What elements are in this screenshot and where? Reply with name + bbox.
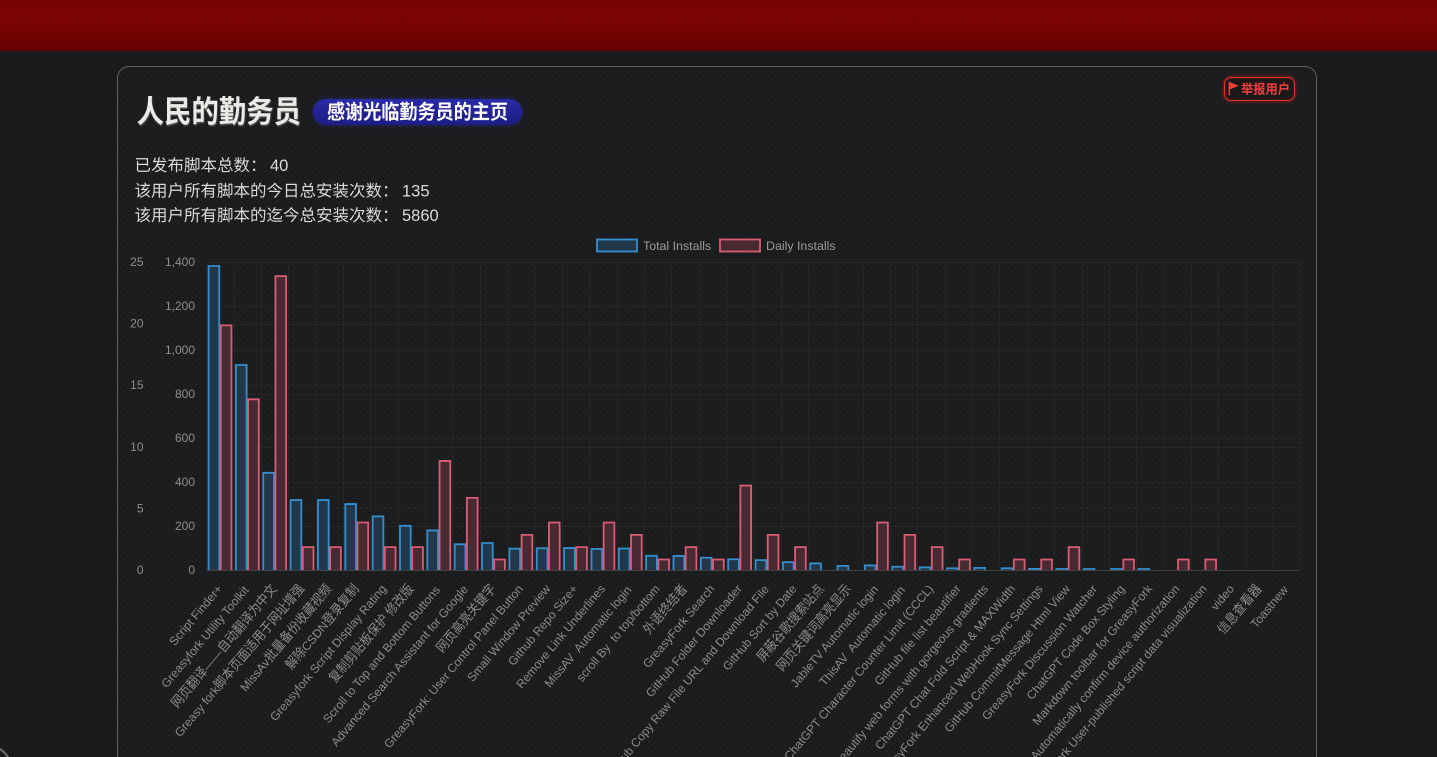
svg-text:20: 20	[130, 317, 144, 331]
svg-text:600: 600	[175, 431, 195, 445]
svg-text:25: 25	[130, 255, 144, 269]
svg-text:400: 400	[175, 475, 195, 489]
svg-text:——: ——	[200, 646, 226, 673]
svg-text:MissAv: MissAv	[237, 656, 272, 694]
svg-text:40: 40	[270, 157, 288, 175]
svg-text:5860: 5860	[402, 207, 439, 225]
svg-text:10: 10	[130, 440, 144, 454]
svg-text:15: 15	[130, 378, 144, 392]
svg-text:1,000: 1,000	[165, 343, 195, 357]
svg-text:Total Installs: Total Installs	[643, 239, 711, 253]
svg-text:Greasy fork: Greasy fork	[172, 682, 223, 739]
svg-text:5: 5	[137, 501, 144, 515]
svg-text:1,400: 1,400	[165, 255, 195, 269]
svg-text:800: 800	[175, 387, 195, 401]
svg-text:1,200: 1,200	[165, 299, 195, 313]
svg-text:0: 0	[188, 563, 195, 577]
svg-text:video: video	[1208, 582, 1237, 613]
svg-text:135: 135	[402, 183, 430, 201]
svg-text:0: 0	[137, 563, 144, 577]
svg-text:200: 200	[175, 519, 195, 533]
svg-text:Daily Installs: Daily Installs	[766, 239, 836, 253]
